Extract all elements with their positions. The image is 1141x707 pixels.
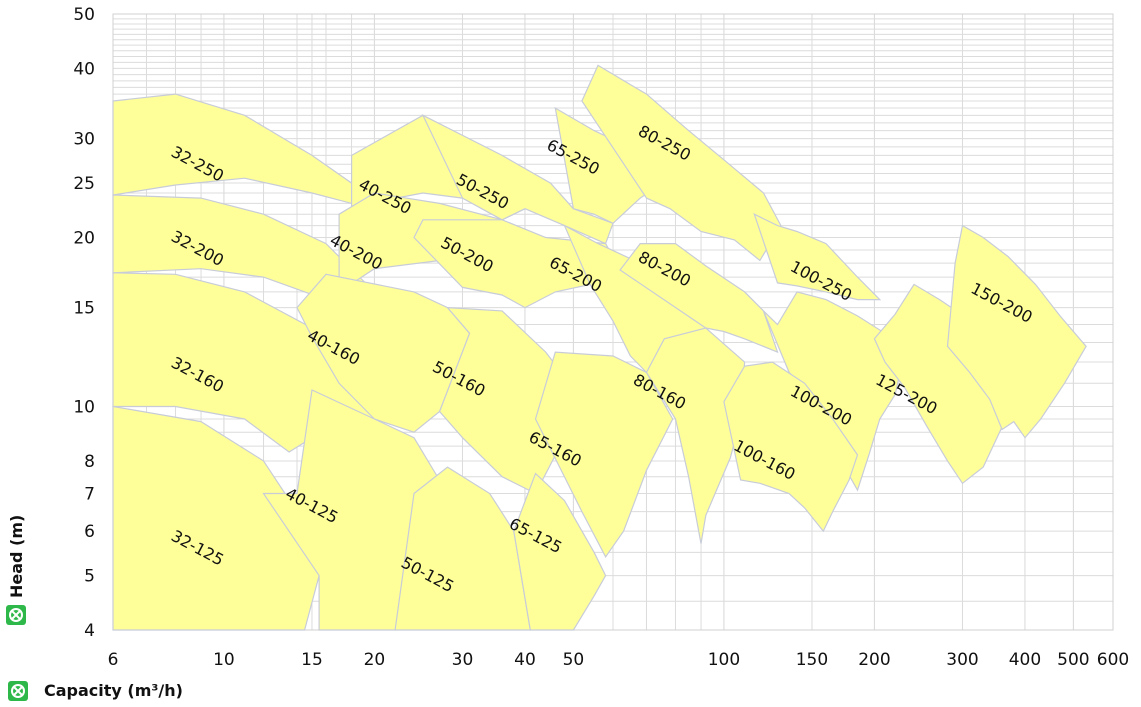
y-tick-label: 10 [73, 398, 95, 418]
y-tick-label: 25 [73, 174, 95, 194]
y-tick-label: 7 [84, 485, 95, 505]
y-tick-label: 50 [73, 5, 95, 25]
x-tick-label: 20 [364, 650, 386, 670]
x-tick-label: 15 [301, 650, 323, 670]
zone-80-250 [581, 64, 782, 262]
x-tick-label: 200 [858, 650, 890, 670]
y-tick-label: 20 [73, 228, 95, 248]
y-axis-title: Head (m) [7, 514, 26, 598]
x-tick-label: 50 [563, 650, 585, 670]
x-tick-label: 10 [213, 650, 235, 670]
head-icon [6, 605, 26, 625]
zone-100-160 [723, 361, 859, 533]
y-tick-label: 30 [73, 130, 95, 150]
y-tick-label: 5 [84, 567, 95, 587]
axis-ticks: 6 10 15 20 30 40 50 100 150 200 300 400 500 600 4 5 6 7 8 1… [73, 5, 1129, 670]
zone-32-250 [112, 93, 353, 205]
x-tick-label: 6 [108, 650, 119, 670]
x-tick-label: 400 [1009, 650, 1041, 670]
x-axis-title: Capacity (m³/h) [44, 681, 183, 700]
pump-zones [112, 64, 1087, 631]
x-tick-label: 600 [1097, 650, 1129, 670]
zone-65-160 [534, 351, 674, 558]
x-tick-label: 40 [514, 650, 536, 670]
zone-80-160 [645, 327, 746, 544]
capacity-icon [8, 681, 28, 701]
y-tick-label: 6 [84, 522, 95, 542]
zone-65-125 [513, 472, 607, 631]
y-tick-label: 4 [84, 621, 95, 641]
x-tick-label: 100 [708, 650, 740, 670]
y-tick-label: 15 [73, 299, 95, 319]
zone-100-250 [753, 213, 882, 301]
y-tick-label: 40 [73, 59, 95, 79]
x-tick-label: 150 [796, 650, 828, 670]
y-tick-label: 8 [84, 452, 95, 472]
x-tick-label: 30 [452, 650, 474, 670]
zone-150-200 [946, 224, 1087, 439]
x-tick-label: 500 [1057, 650, 1089, 670]
x-tick-label: 300 [946, 650, 978, 670]
